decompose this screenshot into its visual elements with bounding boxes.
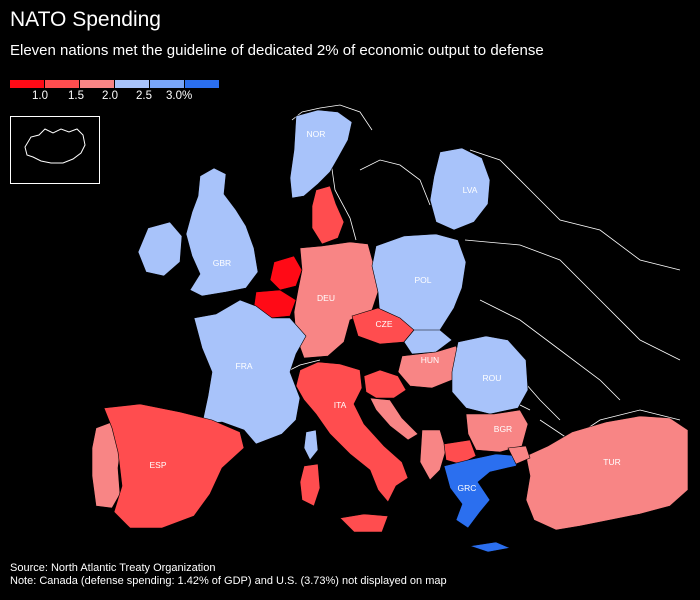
country-bgr	[465, 409, 529, 453]
country-fra-corsica	[303, 429, 319, 461]
country-tur	[525, 415, 689, 531]
legend-tick-3: 2.0	[102, 90, 118, 102]
country-deu	[293, 241, 379, 359]
legend-swatch-2	[45, 80, 79, 88]
country-ita-sardinia	[299, 463, 321, 507]
country-nor	[289, 109, 353, 199]
page-subtitle: Eleven nations met the guideline of dedi…	[10, 42, 544, 59]
country-hrv-coast	[369, 397, 419, 441]
page-title: NATO Spending	[10, 8, 161, 31]
country-alb	[419, 429, 447, 481]
legend-swatch-1	[10, 80, 44, 88]
label-grc: GRC	[458, 483, 477, 493]
label-tur: TUR	[603, 457, 620, 467]
country-irl	[137, 221, 183, 277]
country-fra	[193, 299, 307, 445]
iceland-outline	[24, 128, 86, 164]
country-nld	[269, 255, 303, 291]
legend-tick-2: 1.5	[68, 90, 84, 102]
label-gbr: GBR	[213, 258, 231, 268]
legend-swatch-4	[115, 80, 149, 88]
country-pol	[371, 233, 467, 341]
label-hun: HUN	[421, 355, 439, 365]
legend-tick-5: 3.0%	[166, 90, 193, 102]
label-rou: ROU	[483, 373, 502, 383]
label-fra: FRA	[236, 361, 253, 371]
country-grc	[443, 453, 521, 529]
country-gbr	[185, 167, 259, 297]
label-cze: CZE	[376, 319, 393, 329]
legend-swatch-5	[150, 80, 184, 88]
source-text: Source: North Atlantic Treaty Organizati…	[10, 562, 216, 574]
country-ita	[295, 361, 409, 503]
label-ita: ITA	[334, 400, 347, 410]
label-deu: DEU	[317, 293, 335, 303]
country-rou	[451, 335, 529, 415]
legend-swatch-3	[80, 80, 114, 88]
label-nor: NOR	[307, 129, 326, 139]
label-esp: ESP	[149, 460, 166, 470]
note-text: Note: Canada (defense spending: 1.42% of…	[10, 575, 447, 587]
legend-tick-4: 2.5	[136, 90, 152, 102]
country-tur-thrace	[507, 445, 531, 465]
country-grc-crete	[469, 541, 512, 553]
country-lva	[429, 147, 491, 231]
footer-notes: Source: North Atlantic Treaty Organizati…	[10, 562, 447, 588]
country-svk	[403, 329, 453, 355]
color-legend: 1.0 1.5 2.0 2.5 3.0%	[10, 80, 220, 104]
country-esp	[103, 403, 245, 529]
background-borders	[289, 104, 681, 441]
country-dnk	[311, 185, 345, 245]
label-bgr: BGR	[494, 424, 512, 434]
country-ita-sicily	[339, 513, 389, 533]
label-pol: POL	[414, 275, 431, 285]
legend-tick-1: 1.0	[32, 90, 48, 102]
country-hrv	[363, 369, 407, 399]
iceland-inset	[10, 116, 100, 184]
label-lva: LVA	[463, 185, 478, 195]
legend-swatch-6	[185, 80, 219, 88]
